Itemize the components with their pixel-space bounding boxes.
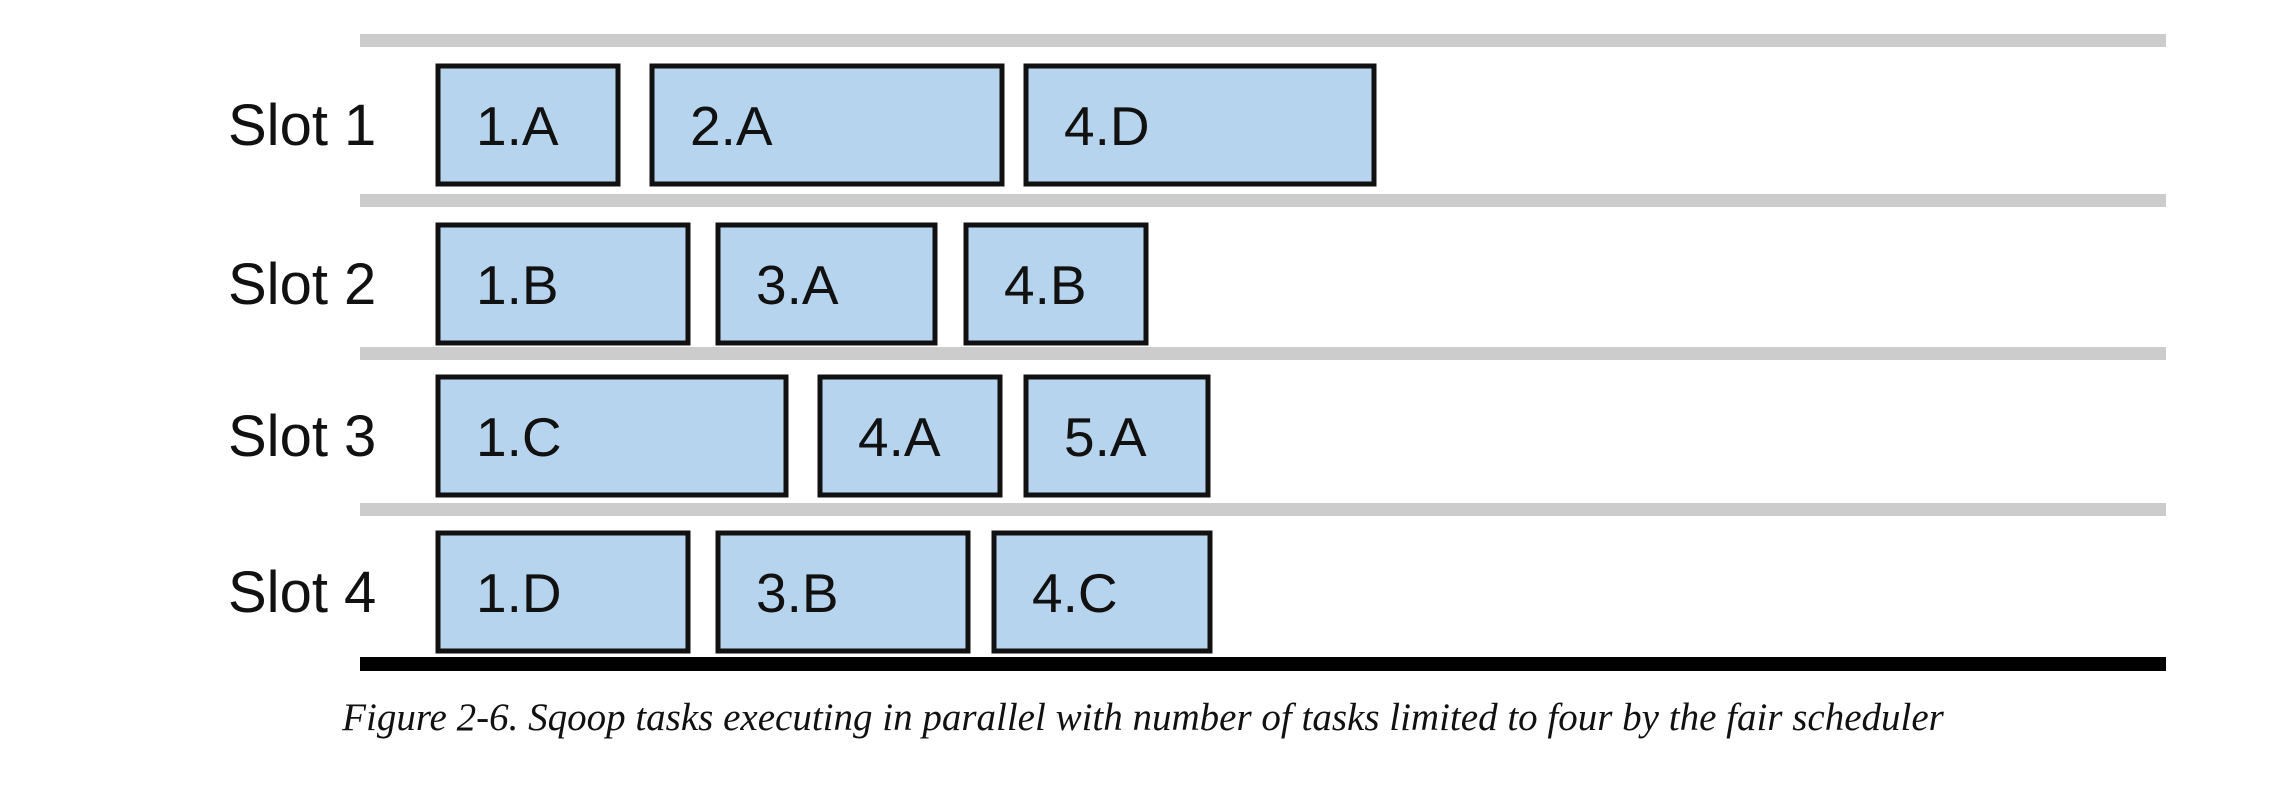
task-box: [435, 530, 691, 654]
task-box: [817, 374, 1003, 498]
task-block: 4.D: [1023, 63, 1377, 187]
task-box: [715, 222, 938, 346]
task-box: [963, 222, 1149, 346]
task-block: 1.A: [435, 63, 621, 187]
row-separator-line: [360, 194, 2166, 207]
task-box: [715, 530, 971, 654]
task-block: 1.C: [435, 374, 789, 498]
task-label: 1.B: [476, 254, 559, 316]
task-label: 2.A: [690, 95, 773, 157]
task-box: [649, 63, 1005, 187]
task-box: [1023, 63, 1377, 187]
baseline: [360, 657, 2166, 671]
task-box: [435, 222, 691, 346]
slot-label: Slot 1: [228, 93, 376, 158]
task-block: 4.A: [817, 374, 1003, 498]
task-label: 4.B: [1004, 254, 1087, 316]
task-label: 1.C: [476, 406, 562, 468]
task-block: 2.A: [649, 63, 1005, 187]
task-label: 3.B: [756, 562, 839, 624]
slot-rows: Slot 1 1.A 2.A 4.D Slot 2 1.B 3.A 4.B Slot 3 1.C 4…: [228, 63, 1377, 654]
slot-row: Slot 3 1.C 4.A 5.A: [228, 374, 1211, 498]
slot-row: Slot 2 1.B 3.A 4.B: [228, 222, 1149, 346]
task-label: 4.C: [1032, 562, 1118, 624]
row-separator-line: [360, 34, 2166, 47]
slot-label: Slot 2: [228, 252, 376, 317]
task-block: 1.B: [435, 222, 691, 346]
slot-label: Slot 4: [228, 560, 376, 625]
row-separator-line: [360, 503, 2166, 516]
slot-timeline-diagram: Slot 1 1.A 2.A 4.D Slot 2 1.B 3.A 4.B Slot 3 1.C 4…: [228, 34, 2166, 671]
task-label: 4.D: [1064, 95, 1150, 157]
slot-row: Slot 4 1.D 3.B 4.C: [228, 530, 1213, 654]
task-block: 1.D: [435, 530, 691, 654]
task-block: 4.B: [963, 222, 1149, 346]
task-label: 1.D: [476, 562, 562, 624]
task-block: 3.B: [715, 530, 971, 654]
task-label: 4.A: [858, 406, 941, 468]
slot-label: Slot 3: [228, 404, 376, 469]
task-label: 3.A: [756, 254, 839, 316]
task-label: 1.A: [476, 95, 559, 157]
task-box: [1023, 374, 1211, 498]
row-separator-lines: [360, 34, 2166, 671]
slot-row: Slot 1 1.A 2.A 4.D: [228, 63, 1377, 187]
task-box: [435, 374, 789, 498]
task-block: 4.C: [991, 530, 1213, 654]
row-separator-line: [360, 347, 2166, 360]
task-block: 5.A: [1023, 374, 1211, 498]
task-box: [991, 530, 1213, 654]
task-label: 5.A: [1064, 406, 1147, 468]
task-box: [435, 63, 621, 187]
task-block: 3.A: [715, 222, 938, 346]
figure-caption: Figure 2-6. Sqoop tasks executing in par…: [342, 696, 1944, 739]
